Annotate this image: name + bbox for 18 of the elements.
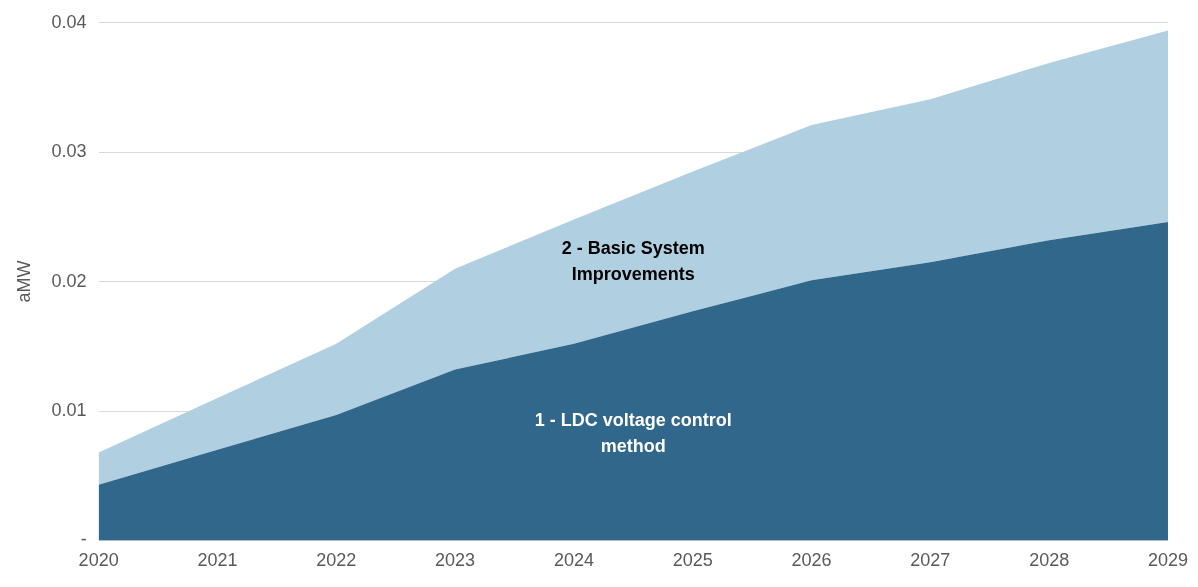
series-label: 2 - Basic System Improvements (561, 237, 705, 284)
y-tick-label: 0.03 (51, 141, 87, 162)
x-tick-label: 2020 (78, 550, 119, 571)
x-tick-label: 2023 (435, 550, 476, 571)
y-tick-label: 0.02 (51, 270, 87, 291)
y-axis-title: aMW (13, 260, 34, 303)
x-tick-label: 2026 (791, 550, 832, 571)
y-tick-label: 0.04 (51, 11, 87, 32)
y-tick-label: - (80, 529, 87, 550)
y-tick-label: 0.01 (51, 399, 87, 420)
x-tick-label: 2022 (316, 550, 357, 571)
series-label: 1 - LDC voltage control method (534, 409, 732, 456)
x-tick-label: 2024 (553, 550, 594, 571)
x-tick-label: 2025 (672, 550, 713, 571)
x-tick-label: 2029 (1147, 550, 1188, 571)
x-tick-label: 2021 (197, 550, 238, 571)
x-tick-label: 2028 (1029, 550, 1070, 571)
x-tick-label: 2027 (910, 550, 951, 571)
